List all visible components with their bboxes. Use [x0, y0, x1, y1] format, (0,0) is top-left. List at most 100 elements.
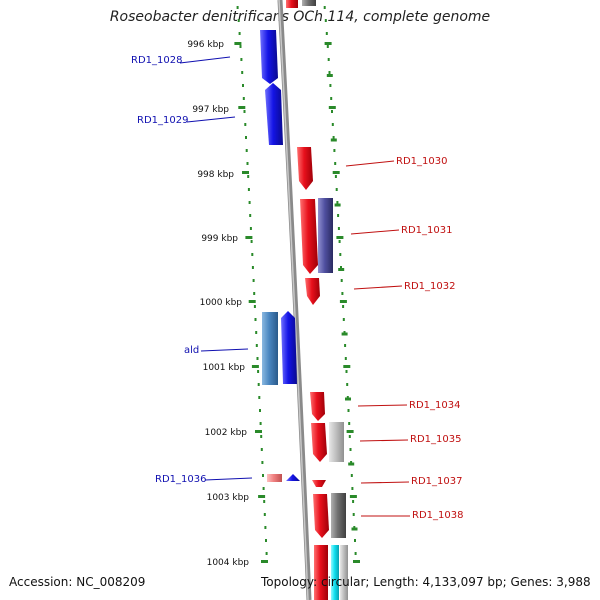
- gene-label-RD1_1034[interactable]: RD1_1034: [409, 400, 460, 411]
- gene-RD1_1034[interactable]: [310, 392, 325, 421]
- ruler-dot: [340, 266, 342, 269]
- ruler-dot: [351, 487, 354, 490]
- ruler-dot: [242, 97, 245, 100]
- ruler-dot: [265, 552, 268, 555]
- gene-RD1_1030[interactable]: [297, 147, 313, 190]
- gene-label-RD1_1038[interactable]: RD1_1038: [412, 510, 463, 521]
- ruler-dot: [339, 253, 342, 256]
- features: [260, 0, 348, 600]
- gene-ald[interactable]: [262, 312, 278, 385]
- gene-partial-top-gray[interactable]: [302, 0, 316, 6]
- ruler-dot: [257, 383, 260, 386]
- gene-RD1_1038[interactable]: [313, 494, 329, 538]
- ruler-dot: [337, 227, 340, 230]
- ruler-dot: [252, 279, 255, 282]
- major-tick: [343, 365, 351, 368]
- ruler-dot: [253, 292, 256, 295]
- gene-RD1_1035[interactable]: [311, 423, 327, 462]
- tick-label: 996 kbp: [187, 40, 224, 50]
- gene-label-RD1_1028[interactable]: RD1_1028: [131, 55, 182, 66]
- gene-partial-top-red[interactable]: [286, 0, 298, 8]
- ruler-dot: [333, 149, 336, 152]
- ruler-dot: [344, 344, 347, 347]
- ruler-dot: [354, 539, 356, 542]
- tick-label: 1003 kbp: [207, 493, 250, 503]
- tick-label: 1004 kbp: [207, 558, 250, 568]
- gene-label-RD1_1037[interactable]: RD1_1037: [411, 476, 462, 487]
- genome-backbone: [277, 0, 312, 600]
- ruler-dot: [246, 162, 249, 165]
- ruler-dot: [245, 136, 247, 139]
- ruler-dot: [323, 6, 326, 9]
- gene-RD1_1035-partner[interactable]: [329, 422, 344, 462]
- ruler-dot: [263, 500, 266, 503]
- tick-label: 1002 kbp: [205, 428, 248, 438]
- gene-RD1_1037[interactable]: [312, 480, 326, 487]
- major-tick: [336, 236, 344, 239]
- ruler-dot: [262, 474, 264, 477]
- tick-label: 999 kbp: [201, 234, 238, 244]
- gene-label-RD1_1036[interactable]: RD1_1036: [155, 474, 206, 485]
- major-tick: [255, 430, 262, 433]
- tick-label: 997 kbp: [192, 105, 229, 115]
- gene-RD1_1031-partner[interactable]: [318, 198, 333, 273]
- gene-partial-bottom-cyan[interactable]: [331, 545, 339, 600]
- ruler-dot: [348, 435, 351, 438]
- major-tick: [245, 236, 253, 239]
- gene-RD1_1032[interactable]: [305, 278, 320, 305]
- ruler-dot: [338, 240, 341, 243]
- gene-partial-bottom-gray[interactable]: [340, 545, 348, 600]
- gene-RD1_1036[interactable]: [267, 474, 282, 482]
- ruler-dot: [327, 58, 330, 61]
- major-tick: [353, 560, 360, 563]
- major-tick: [346, 430, 354, 433]
- ruler-dot: [334, 175, 337, 178]
- ruler-dot: [243, 110, 246, 113]
- gene-partial-bottom-red[interactable]: [314, 545, 328, 600]
- gene-RD1_1031[interactable]: [300, 199, 318, 274]
- major-tick: [238, 106, 246, 109]
- ruler-dot: [334, 162, 337, 165]
- ruler-dot: [348, 422, 351, 425]
- ruler-dot: [256, 357, 259, 360]
- genome-summary-text: Topology: circular; Length: 4,133,097 bp…: [261, 575, 591, 589]
- right-gene-labels: RD1_1030 RD1_1031 RD1_1032 RD1_1034 RD1_…: [345, 156, 463, 521]
- ruler-dot: [258, 396, 261, 399]
- accession-text: Accession: NC_008209: [9, 575, 146, 589]
- minor-tick: [334, 203, 341, 207]
- ruler-dot: [352, 513, 355, 516]
- gene-label-RD1_1035[interactable]: RD1_1035: [410, 434, 461, 445]
- gene-label-RD1_1030[interactable]: RD1_1030: [396, 156, 447, 167]
- major-tick: [242, 171, 249, 174]
- gene-RD1_1038-partner[interactable]: [331, 493, 346, 538]
- gene-ald-adjacent[interactable]: [281, 311, 297, 384]
- gene-RD1_1036-small[interactable]: [286, 474, 300, 481]
- minor-tick: [351, 527, 358, 531]
- ruler-dot: [328, 71, 331, 74]
- ruler-dot: [239, 45, 242, 48]
- ruler-dot: [347, 409, 350, 412]
- gene-label-RD1_1032[interactable]: RD1_1032: [404, 281, 455, 292]
- minor-tick: [326, 74, 333, 77]
- ruler-dot: [255, 344, 258, 347]
- ruler-dot: [257, 370, 260, 373]
- ruler-dot: [248, 201, 251, 204]
- gene-RD1_1028[interactable]: [260, 30, 278, 84]
- genome-title: Roseobacter denitrificans OCh 114, compl…: [109, 9, 491, 25]
- ruler-dot: [340, 279, 343, 282]
- ruler-dot: [251, 253, 254, 256]
- ruler-dot: [254, 318, 257, 321]
- gene-RD1_1029[interactable]: [265, 83, 283, 145]
- major-tick: [332, 171, 340, 174]
- tick-labels: 996 kbp 997 kbp 998 kbp 999 kbp 1000 kbp…: [187, 40, 249, 568]
- gene-label-ald[interactable]: ald: [184, 345, 199, 356]
- gene-label-RD1_1031[interactable]: RD1_1031: [401, 225, 452, 236]
- ruler-dot: [331, 110, 333, 113]
- ruler-dot: [342, 305, 345, 308]
- gene-label-RD1_1029[interactable]: RD1_1029: [137, 115, 188, 126]
- ruler-dot: [326, 45, 329, 48]
- ruler-dot: [342, 318, 345, 321]
- ruler-dot: [244, 123, 247, 126]
